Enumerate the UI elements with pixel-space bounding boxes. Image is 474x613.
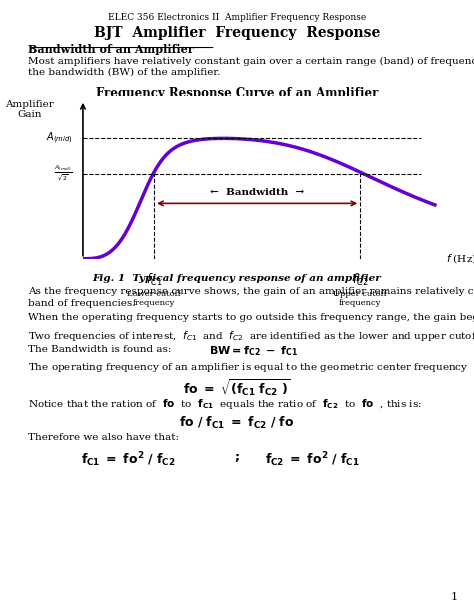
Text: Two frequencies of interest,  $f_{C1}$  and  $f_{C2}$  are identified as the low: Two frequencies of interest, $f_{C1}$ an… — [28, 329, 474, 343]
Text: $\mathbf{BW = f_{C2}\ -\ f_{C1}}$: $\mathbf{BW = f_{C2}\ -\ f_{C1}}$ — [209, 345, 298, 359]
Text: Fig. 1  Typical frequency response of an amplifier: Fig. 1 Typical frequency response of an … — [92, 274, 382, 283]
Text: As the frequency response curve shows, the gain of an amplifier remains relative: As the frequency response curve shows, t… — [28, 287, 474, 308]
Text: $\mathbf{;}$: $\mathbf{;}$ — [234, 451, 240, 463]
Text: Most amplifiers have relatively constant gain over a certain range (band) of fre: Most amplifiers have relatively constant… — [28, 56, 474, 77]
Text: $\mathbf{f_{C2}\ =\ fo^2\ /\ f_{C1}}$: $\mathbf{f_{C2}\ =\ fo^2\ /\ f_{C1}}$ — [265, 451, 360, 470]
Text: 1: 1 — [450, 592, 457, 602]
Text: $A_{(mid)}$: $A_{(mid)}$ — [46, 131, 72, 146]
Text: $\mathbf{fo\ =\ \sqrt{(f_{C1}\ f_{C2}\ )}}$: $\mathbf{fo\ =\ \sqrt{(f_{C1}\ f_{C2}\ )… — [183, 378, 291, 399]
Text: ←  Bandwidth  →: ← Bandwidth → — [210, 188, 304, 197]
Text: The Bandwidth is found as:: The Bandwidth is found as: — [28, 345, 172, 354]
Text: Frequency Response Curve of an Amplifier: Frequency Response Curve of an Amplifier — [96, 87, 378, 100]
Text: Lower cutoff
frequency: Lower cutoff frequency — [127, 290, 181, 307]
Text: Upper cutoff
frequency: Upper cutoff frequency — [333, 290, 387, 307]
Text: Therefore we also have that:: Therefore we also have that: — [28, 433, 180, 442]
Text: BJT  Amplifier  Frequency  Response: BJT Amplifier Frequency Response — [94, 26, 380, 40]
Text: ELEC 356 Electronics II  Amplifier Frequency Response: ELEC 356 Electronics II Amplifier Freque… — [108, 13, 366, 23]
Text: $\it{f}$$_{C2}$: $\it{f}$$_{C2}$ — [352, 272, 368, 288]
Text: The operating frequency of an amplifier is equal to the geometric center frequen: The operating frequency of an amplifier … — [28, 360, 474, 375]
Text: Notice that the ration of  $\mathbf{fo}$  to  $\mathbf{f_{C1}}$  equals the rati: Notice that the ration of $\mathbf{fo}$ … — [28, 397, 422, 411]
Text: $\mathbf{fo\ /\ f_{C1}\ =\ f_{C2}\ /\ fo}$: $\mathbf{fo\ /\ f_{C1}\ =\ f_{C2}\ /\ fo… — [180, 415, 294, 431]
Text: Bandwidth of an Amplifier: Bandwidth of an Amplifier — [28, 44, 194, 55]
Text: $\mathbf{f_{C1}\ =\ fo^2\ /\ f_{C2}}$: $\mathbf{f_{C1}\ =\ fo^2\ /\ f_{C2}}$ — [81, 451, 175, 470]
Text: $\it{f}$$_{C1}$: $\it{f}$$_{C1}$ — [146, 272, 162, 288]
Text: $\it{f}$ (Hz): $\it{f}$ (Hz) — [446, 252, 474, 265]
Text: When the operating frequency starts to go outside this frequency range, the gain: When the operating frequency starts to g… — [28, 313, 474, 322]
Text: Amplifier
Gain: Amplifier Gain — [5, 100, 54, 120]
Text: $\frac{A_{(mid)}}{\sqrt{2}}$: $\frac{A_{(mid)}}{\sqrt{2}}$ — [54, 164, 72, 183]
